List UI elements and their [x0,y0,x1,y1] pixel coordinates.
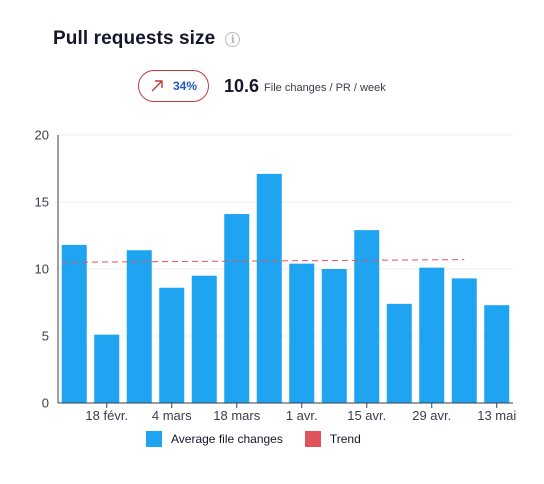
y-tick-label: 10 [35,262,49,277]
y-tick-label: 5 [42,329,49,344]
x-tick-label: 13 mai [477,408,516,423]
bar [256,173,282,403]
bar [224,214,250,403]
x-tick-label: 4 mars [152,408,192,423]
bar [419,267,445,403]
y-tick-label: 20 [35,128,49,143]
bar [126,250,152,403]
x-tick-label: 29 avr. [412,408,451,423]
legend-label-average: Average file changes [171,432,283,446]
legend-item-trend[interactable]: Trend [304,431,361,447]
legend-swatch-trend [304,431,321,447]
page-title: Pull requests size [53,28,216,49]
bar [451,278,477,403]
kpi-value: 10.6 [224,75,260,96]
bar [354,230,380,403]
x-tick-label: 18 mars [213,408,260,423]
bar [289,263,315,403]
kpi-summary: 34% 10.6 File changes / PR / week [138,70,386,102]
arrow-up-right-icon [151,80,163,92]
bar [94,334,120,403]
kpi-unit: File changes / PR / week [264,82,386,94]
trend-line [61,259,465,263]
info-icon[interactable]: i [225,31,241,47]
y-tick-label: 0 [42,396,49,411]
legend-label-trend: Trend [329,432,361,446]
chart-header: Pull requests size i [53,28,241,50]
trend-badge: 34% [138,70,209,102]
bar [61,244,87,403]
bar [484,305,510,403]
legend-item-average[interactable]: Average file changes [146,431,283,447]
chart-legend: Average file changes Trend [146,431,383,447]
bar [386,303,412,403]
bar [159,287,185,403]
bar [321,269,347,403]
trend-percent: 34% [172,79,198,93]
x-tick-label: 18 févr. [85,408,128,423]
x-tick-label: 1 avr. [286,408,318,423]
y-tick-label: 15 [35,195,49,210]
legend-swatch-average [146,431,162,447]
bar [191,275,217,403]
x-tick-label: 15 avr. [347,408,386,423]
